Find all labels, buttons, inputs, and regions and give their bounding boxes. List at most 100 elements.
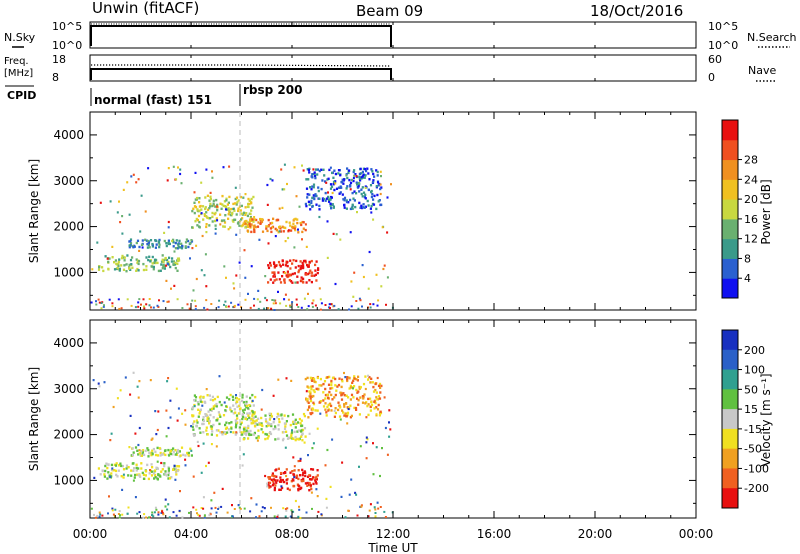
scatter-point: [349, 207, 352, 211]
scatter-point: [283, 163, 286, 166]
scatter-point: [258, 515, 261, 518]
scatter-point: [367, 515, 370, 518]
scatter-point: [167, 377, 170, 380]
scatter-point: [295, 195, 298, 198]
scatter-point: [126, 181, 129, 184]
scatter-point: [362, 382, 366, 386]
scatter-point: [293, 476, 296, 479]
scatter-point: [265, 227, 268, 230]
scatter-point: [210, 427, 213, 430]
scatter-point: [253, 304, 255, 307]
nave-tick-top: 60: [708, 53, 722, 66]
cpid-label: CPID: [7, 89, 36, 102]
scatter-point: [254, 395, 257, 399]
scatter-point: [202, 496, 205, 499]
scatter-point: [194, 305, 197, 308]
scatter-point: [317, 510, 320, 513]
scatter-point: [338, 415, 342, 418]
scatter-point: [242, 438, 245, 441]
scatter-point: [348, 493, 351, 496]
scatter-point: [308, 474, 311, 477]
scatter-point: [382, 267, 385, 271]
scatter-point: [217, 429, 220, 432]
scatter-point: [154, 260, 157, 263]
scatter-point: [379, 411, 383, 415]
scatter-point: [297, 460, 300, 463]
scatter-point: [306, 193, 309, 196]
scatter-point: [175, 178, 178, 181]
scatter-point: [184, 409, 187, 412]
scatter-point: [211, 204, 214, 208]
scatter-point: [97, 467, 100, 470]
scatter-point: [355, 388, 358, 392]
scatter-point: [346, 406, 349, 409]
scatter-point: [272, 421, 275, 424]
scatter-point: [372, 198, 375, 201]
scatter-point: [302, 277, 305, 280]
scatter-point: [281, 486, 284, 490]
scatter-point: [251, 414, 254, 418]
scatter-point: [305, 178, 308, 181]
scatter-point: [362, 191, 366, 194]
scatter-point: [251, 218, 254, 221]
scatter-point: [233, 209, 236, 212]
scatter-point: [241, 414, 244, 417]
scatter-point: [167, 469, 170, 473]
scatter-point: [323, 380, 327, 383]
scatter-point: [272, 217, 275, 220]
scatter-point: [107, 471, 110, 474]
scatter-point: [326, 448, 329, 452]
nsky-tick-top: 10^5: [52, 20, 82, 33]
scatter-point: [274, 425, 277, 428]
scatter-point: [290, 280, 293, 283]
scatter-point: [292, 259, 295, 262]
scatter-point: [285, 509, 288, 512]
scatter-point: [129, 258, 133, 262]
scatter-point: [297, 429, 300, 432]
scatter-point: [208, 224, 211, 227]
scatter-point: [197, 408, 200, 411]
scatter-point: [278, 207, 281, 210]
scatter-point: [178, 239, 181, 243]
scatter-point: [329, 202, 332, 205]
scatter-point: [255, 419, 258, 422]
scatter-point: [355, 408, 358, 411]
scatter-point: [172, 260, 175, 263]
scatter-point: [380, 384, 383, 388]
scatter-point: [120, 464, 123, 468]
scatter-point: [235, 431, 238, 434]
scatter-point: [257, 429, 260, 432]
scatter-point: [235, 213, 238, 216]
scatter-point: [98, 301, 101, 304]
scatter-point: [154, 258, 157, 261]
scatter-point: [320, 302, 323, 305]
scatter-point: [115, 473, 118, 477]
scatter-point: [324, 408, 327, 411]
scatter-point: [264, 437, 267, 441]
scatter-point: [337, 172, 340, 175]
scatter-point: [192, 289, 195, 292]
scatter-point: [270, 230, 273, 234]
scatter-point: [314, 481, 317, 484]
scatter-point: [172, 447, 175, 450]
scatter-point: [377, 181, 379, 184]
power-colorbar-label: Power [dB]: [759, 179, 773, 244]
scatter-point: [375, 396, 378, 399]
scatter-point: [305, 511, 308, 514]
scatter-point: [244, 193, 247, 196]
scatter-point: [327, 403, 330, 407]
scatter-point: [138, 298, 141, 301]
scatter-point: [273, 272, 276, 276]
scatter-point: [91, 268, 94, 271]
scatter-point: [208, 394, 211, 397]
scatter-point: [279, 230, 283, 233]
scatter-point: [255, 503, 258, 506]
scatter-point: [217, 306, 220, 309]
scatter-point: [149, 379, 152, 382]
scatter-point: [380, 175, 382, 178]
scatter-point: [225, 276, 227, 279]
scatter-point: [197, 444, 200, 448]
scatter-point: [166, 258, 169, 262]
scatter-point: [189, 447, 192, 450]
scatter-point: [297, 231, 300, 234]
